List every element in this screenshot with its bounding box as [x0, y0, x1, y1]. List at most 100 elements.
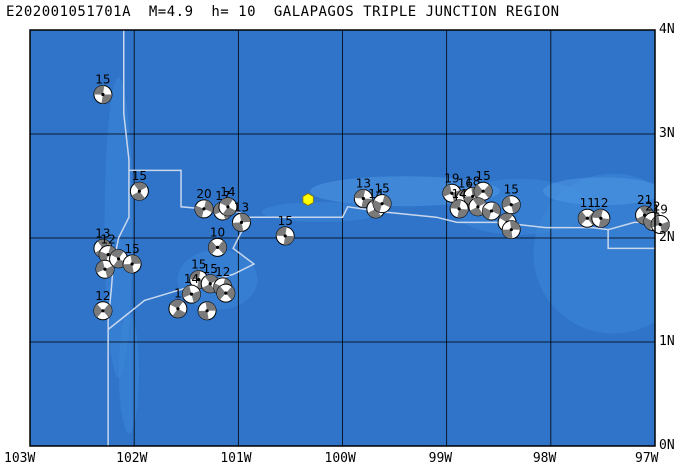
y-tick-label: 3N [659, 126, 675, 141]
depth-label: 15 [504, 183, 519, 197]
beachball-compression [598, 218, 610, 228]
beachball-compression [101, 94, 112, 104]
bathymetry-shape [118, 313, 139, 434]
beachball-compression [194, 205, 204, 218]
beachball-compression [208, 240, 218, 255]
beachball-compression [578, 211, 588, 225]
beachball-compression [499, 213, 513, 223]
beachball-compression [660, 221, 670, 234]
focal-mechanism: 12 [93, 289, 113, 321]
beachball-compression [131, 191, 145, 201]
bathymetry-shape [104, 77, 133, 378]
depth-label: 15 [95, 72, 110, 86]
beachball-compression [276, 226, 287, 236]
beachball-compression [502, 195, 512, 209]
y-tick-label: 1N [659, 334, 675, 349]
beachball-compression [169, 299, 184, 309]
depth-label: 11 [580, 196, 595, 210]
beachball-center [137, 189, 141, 193]
beachball-center [205, 309, 209, 313]
beachball-compression [123, 264, 134, 273]
focal-mechanism: 14 [218, 185, 238, 217]
focal-mechanism: 12 [591, 196, 611, 228]
beachball-compression [491, 202, 501, 215]
beachball-compression [133, 182, 148, 192]
depth-label: 13 [356, 176, 371, 190]
depth-label: 15 [203, 262, 218, 276]
beachball-compression [382, 195, 392, 208]
focal-mechanism: 10 [208, 225, 227, 257]
beachball-center [226, 205, 230, 209]
focal-mechanism: 15 [129, 169, 149, 201]
depth-label: 10 [210, 225, 225, 239]
focal-mechanism [216, 283, 236, 303]
beachball-compression [239, 213, 251, 223]
beachball-center [450, 191, 454, 195]
beachball-compression [105, 265, 115, 278]
beachball-compression [110, 249, 124, 259]
focal-mechanism: 15 [372, 182, 392, 214]
depth-label: 15 [475, 169, 490, 183]
beachball-center [585, 216, 589, 220]
beachball-compression [354, 189, 366, 199]
focal-mechanism: 15 [122, 242, 142, 274]
beachball-compression [361, 198, 373, 208]
depth-label: 12 [215, 265, 230, 279]
beachball-compression [204, 274, 219, 284]
beachball-compression [189, 270, 201, 280]
beachball-compression [283, 235, 295, 245]
beachball-center [509, 228, 513, 232]
depth-label: 14 [452, 187, 467, 201]
beachball-compression [474, 184, 484, 198]
y-tick-label: 2N [659, 230, 675, 245]
depth-label: 22 [645, 199, 660, 213]
beachball-center [176, 307, 180, 311]
plate-boundary-line [607, 221, 655, 231]
depth-label: 15 [124, 242, 139, 256]
depth-label: 14 [220, 185, 235, 199]
beachball-center [208, 282, 212, 286]
x-tick-label: 103W [4, 451, 36, 466]
depth-label: 15 [191, 258, 206, 272]
beachball-center [489, 209, 494, 213]
beachball-center [103, 267, 107, 271]
depth-label: 12 [593, 196, 608, 210]
beachball-center [116, 257, 121, 261]
depth-label: 13 [95, 226, 110, 240]
beachball-compression [172, 308, 186, 318]
beachball-compression [102, 303, 112, 318]
focal-mechanism: 1 [168, 287, 188, 319]
depth-label: 20 [196, 187, 211, 201]
beachball-compression [205, 301, 217, 311]
depth-label: 15 [132, 169, 147, 183]
depth-label: 15 [374, 182, 389, 196]
beachball-center [224, 291, 228, 295]
map-title: E202001051701A M=4.9 h= 10 GALAPAGOS TRI… [6, 4, 560, 20]
beachball-compression [216, 286, 226, 300]
beachball-compression [232, 222, 244, 232]
beachball-center [239, 220, 244, 224]
beachball-center [101, 309, 105, 313]
depth-label: 19 [444, 171, 459, 185]
beachball-compression [450, 199, 462, 209]
beachball-center [130, 262, 134, 266]
beachball-compression [93, 303, 103, 318]
beachball-compression [130, 255, 142, 264]
beachball-compression [442, 184, 452, 197]
beachball-center [197, 278, 201, 282]
y-tick-label: 0N [659, 438, 675, 453]
beachball-center [215, 245, 220, 249]
plate-boundary-line [107, 169, 256, 331]
beachball-center [476, 205, 480, 209]
beachball-compression [182, 285, 192, 298]
x-tick-label: 102W [116, 451, 148, 466]
beachball-center [380, 202, 384, 206]
beachball-compression [472, 197, 487, 207]
beachball-center [599, 216, 603, 220]
beachball-compression [643, 217, 653, 230]
beachball-compression [457, 208, 469, 218]
depth-label: 14 [184, 272, 199, 286]
